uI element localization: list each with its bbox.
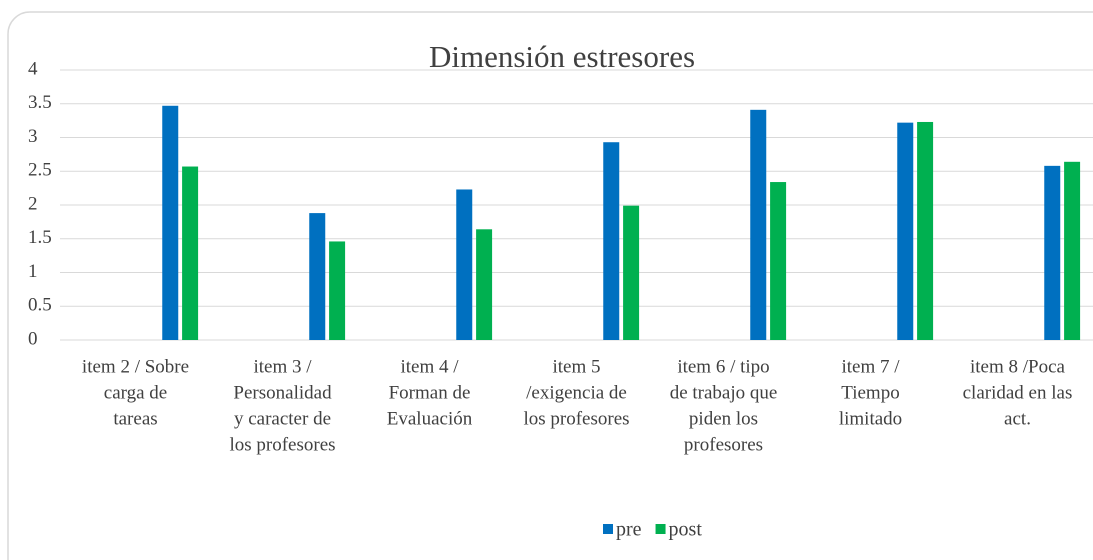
x-tick-label: item 3 /: [253, 356, 312, 377]
bar: [1044, 165, 1061, 340]
legend-swatch: [655, 524, 666, 534]
x-tick-label: tareas: [113, 408, 157, 429]
bar: [770, 182, 787, 340]
x-tick-label: Personalidad: [233, 382, 332, 403]
x-tick-label: Forman de: [389, 382, 471, 403]
y-tick-label: 1.5: [28, 227, 52, 248]
bar: [456, 189, 473, 340]
bar: [917, 121, 934, 340]
bar: [1064, 161, 1081, 340]
x-tick-label: de trabajo que: [670, 382, 778, 403]
y-tick-label: 1: [28, 261, 38, 282]
bar: [329, 241, 346, 340]
x-tick-label: item 8 /Poca: [970, 356, 1066, 377]
x-tick-label: claridad en las: [963, 382, 1073, 403]
x-tick-label: y caracter de: [234, 408, 331, 429]
legend-label: pre: [616, 519, 642, 541]
bar: [309, 213, 326, 340]
bar: [182, 166, 199, 340]
y-tick-label: 4: [28, 58, 38, 79]
x-tick-label: item 4 /: [400, 356, 459, 377]
x-tick-label: carga de: [104, 382, 167, 403]
chart-title: Dimensión estresores: [429, 39, 695, 74]
x-tick-label: Evaluación: [387, 408, 473, 429]
y-tick-label: 3.5: [28, 92, 52, 113]
legend-label: post: [669, 519, 703, 541]
x-tick-label: los profesores: [523, 408, 629, 429]
y-tick-label: 0.5: [28, 295, 52, 316]
x-tick-label: piden los: [689, 408, 758, 429]
x-tick-label: /exigencia de: [526, 382, 627, 403]
bar: [476, 229, 493, 340]
bar: [897, 122, 914, 341]
y-tick-label: 2: [28, 193, 38, 214]
x-tick-label: limitado: [839, 408, 902, 429]
y-tick-label: 3: [28, 126, 38, 147]
bar: [603, 142, 620, 340]
x-tick-label: los profesores: [229, 434, 335, 455]
chart-frame: [7, 11, 1093, 560]
y-tick-label: 0: [28, 328, 38, 349]
x-tick-label: profesores: [684, 434, 763, 455]
x-tick-label: act.: [1004, 408, 1031, 429]
x-tick-label: item 2 / Sobre: [82, 356, 189, 377]
x-tick-label: Tiempo: [841, 382, 899, 403]
bar: [162, 105, 179, 341]
bar: [623, 205, 640, 340]
x-tick-label: item 6 / tipo: [677, 356, 769, 377]
legend-swatch: [603, 524, 613, 534]
bar: [750, 109, 767, 340]
y-tick-label: 2.5: [28, 160, 52, 181]
x-tick-label: item 7 /: [841, 356, 900, 377]
x-tick-label: item 5: [552, 356, 600, 377]
